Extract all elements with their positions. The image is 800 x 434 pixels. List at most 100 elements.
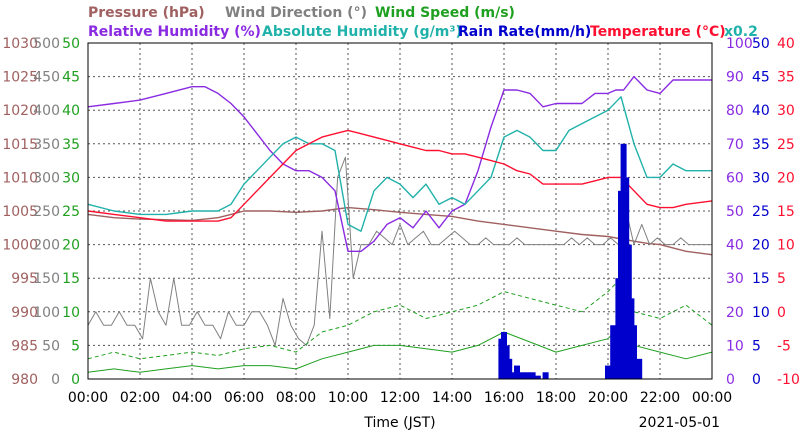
- tick-humidity: 90: [726, 70, 744, 86]
- tick-rain_rate: 5: [752, 338, 761, 354]
- tick-wind_direction: 0: [51, 372, 60, 388]
- tick-pressure: 995: [11, 271, 38, 287]
- series-layer: [87, 75, 713, 379]
- tick-temperature: 25: [777, 137, 795, 153]
- x-tick-label: 20:00: [588, 390, 628, 406]
- tick-humidity: 60: [726, 170, 744, 186]
- tick-pressure: 980: [11, 372, 38, 388]
- tick-pressure: 1005: [2, 204, 38, 220]
- tick-wind_speed: 0: [71, 372, 80, 388]
- rain-bar: [529, 372, 536, 379]
- rain-bar: [534, 375, 541, 379]
- x-tick-label: 06:00: [224, 390, 264, 406]
- rain-bar: [508, 372, 515, 379]
- rain-bar: [610, 325, 617, 379]
- tick-rain_rate: 10: [752, 305, 770, 321]
- tick-wind_direction: 150: [33, 271, 60, 287]
- tick-wind_speed: 40: [62, 103, 80, 119]
- tick-wind_direction: 50: [42, 338, 60, 354]
- tick-pressure: 1030: [2, 36, 38, 52]
- tick-pressure: 985: [11, 338, 38, 354]
- tick-temperature: 35: [777, 70, 795, 86]
- tick-rain_rate: 0: [752, 372, 761, 388]
- tick-temperature: 20: [777, 170, 795, 186]
- rain-bar: [631, 325, 637, 379]
- tick-pressure: 990: [11, 305, 38, 321]
- tick-wind_speed: 50: [62, 36, 80, 52]
- header-label-2-3: Temperature (°C): [590, 24, 726, 40]
- tick-temperature: 5: [777, 271, 786, 287]
- x-axis-label: Time (JST): [363, 415, 435, 431]
- tick-temperature: 15: [777, 204, 795, 220]
- tick-wind_speed: 15: [62, 271, 80, 287]
- tick-humidity: 20: [726, 305, 744, 321]
- tick-rain_rate: 50: [752, 36, 770, 52]
- series-line-5: [87, 96, 712, 232]
- tick-rain_rate: 35: [752, 137, 770, 153]
- tick-pressure: 1020: [2, 103, 38, 119]
- header-label-2-2: Rain Rate(mm/h): [458, 24, 591, 40]
- tick-rain_rate: 20: [752, 238, 770, 254]
- chart-header: Pressure (hPa) Wind Direction (°) Wind Spe…: [88, 5, 758, 40]
- header-label-2-0: Relative Humidity (%): [88, 24, 261, 40]
- chart-date: 2021-05-01: [639, 415, 720, 431]
- tick-rain_rate: 30: [752, 170, 770, 186]
- header-label-2-4: x0.2: [724, 24, 758, 40]
- x-tick-label: 00:00: [68, 390, 108, 406]
- tick-wind_direction: 500: [33, 36, 60, 52]
- x-tick-label: 14:00: [432, 390, 472, 406]
- tick-rain_rate: 15: [752, 271, 770, 287]
- tick-wind_direction: 350: [33, 137, 60, 153]
- tick-wind_direction: 100: [33, 305, 60, 321]
- tick-wind_speed: 25: [62, 204, 80, 220]
- tick-humidity: 30: [726, 271, 744, 287]
- tick-temperature: 40: [777, 36, 795, 52]
- x-axis-ticks: 00:00 02:00 04:00 06:00 08:00 10:00 12:00 14:00…: [68, 390, 732, 406]
- plot-frame: [87, 42, 713, 380]
- header-label-2: Wind Speed (m/s): [375, 5, 515, 21]
- tick-wind_direction: 400: [33, 103, 60, 119]
- tick-pressure: 1015: [2, 137, 38, 153]
- tick-humidity: 50: [726, 204, 744, 220]
- tick-wind_direction: 250: [33, 204, 60, 220]
- tick-humidity: 10: [726, 338, 744, 354]
- rain-bar: [605, 365, 611, 379]
- rain-bar: [519, 372, 526, 379]
- tick-pressure: 1010: [2, 170, 38, 186]
- rain-bar: [506, 358, 513, 379]
- tick-rain_rate: 40: [752, 103, 770, 119]
- header-label-1: Wind Direction (°): [225, 5, 367, 21]
- x-tick-label: 02:00: [120, 390, 160, 406]
- x-tick-label: 16:00: [484, 390, 524, 406]
- tick-humidity: 100: [726, 36, 753, 52]
- tick-temperature: 30: [777, 103, 795, 119]
- tick-wind_direction: 300: [33, 170, 60, 186]
- x-tick-label: 00:00: [692, 390, 732, 406]
- tick-rain_rate: 45: [752, 70, 770, 86]
- rain-bar: [524, 372, 531, 379]
- header-label-2-1: Absolute Humidity (g/m³): [262, 24, 462, 40]
- tick-wind_speed: 5: [71, 338, 80, 354]
- x-tick-label: 12:00: [380, 390, 420, 406]
- tick-wind_speed: 45: [62, 70, 80, 86]
- rain-bar: [636, 358, 643, 379]
- tick-pressure: 1000: [2, 238, 38, 254]
- tick-temperature: -5: [777, 338, 791, 354]
- tick-temperature: 0: [777, 305, 786, 321]
- tick-humidity: 70: [726, 137, 744, 153]
- series-line-4: [87, 75, 712, 253]
- tick-temperature: 10: [777, 238, 795, 254]
- axes-layer: 9809859909951000100510101015102010251030…: [2, 36, 800, 388]
- tick-wind_speed: 35: [62, 137, 80, 153]
- tick-wind_direction: 200: [33, 238, 60, 254]
- tick-wind_speed: 20: [62, 238, 80, 254]
- x-tick-label: 22:00: [640, 390, 680, 406]
- x-tick-label: 04:00: [172, 390, 212, 406]
- header-label-0: Pressure (hPa): [88, 5, 205, 21]
- tick-wind_direction: 450: [33, 70, 60, 86]
- x-tick-label: 18:00: [536, 390, 576, 406]
- tick-wind_speed: 30: [62, 170, 80, 186]
- tick-temperature: -10: [777, 372, 800, 388]
- tick-pressure: 1025: [2, 70, 38, 86]
